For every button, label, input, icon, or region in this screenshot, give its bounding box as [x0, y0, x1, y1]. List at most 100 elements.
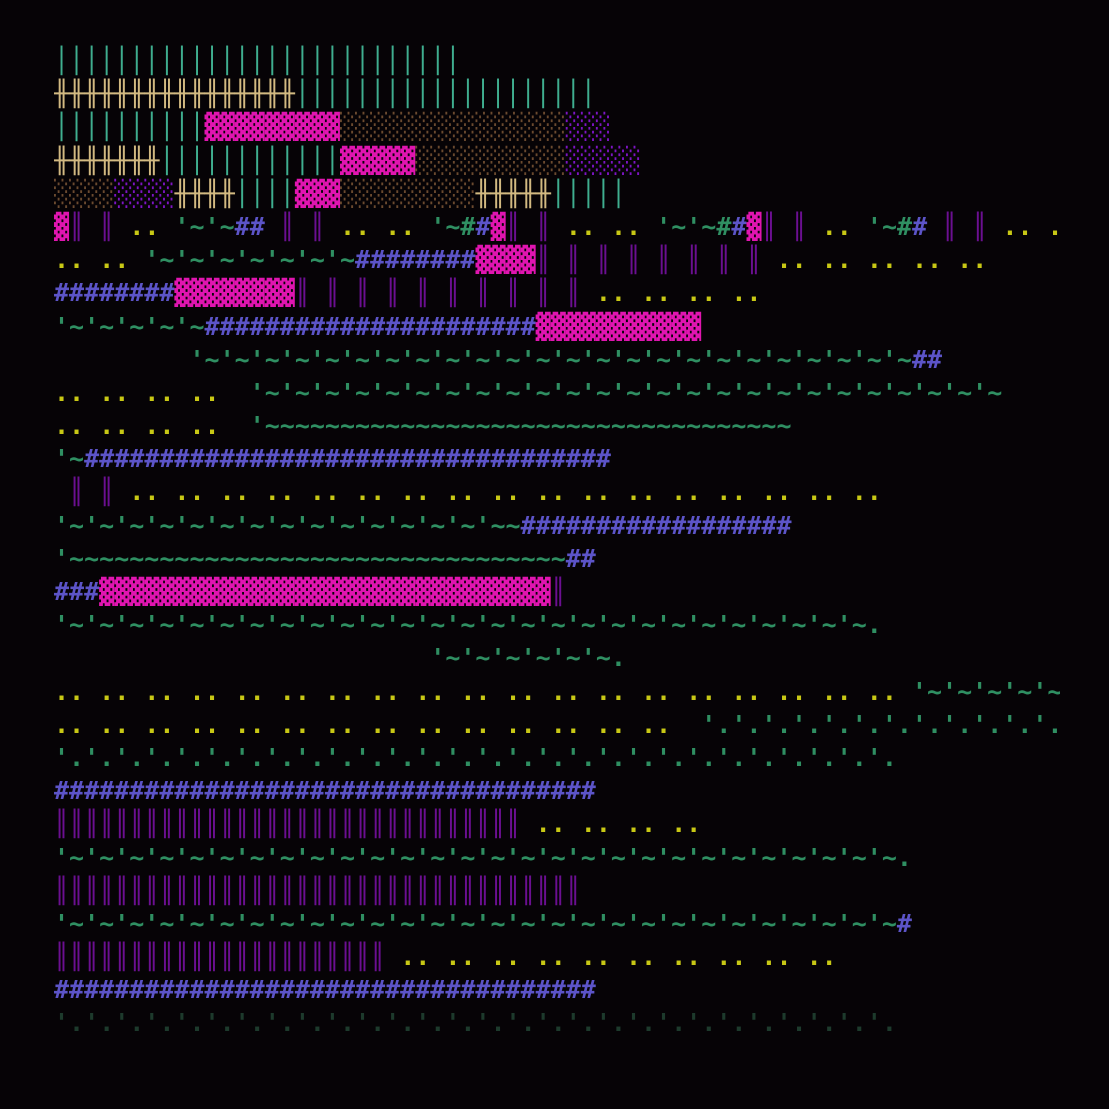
- art-run: ##: [234, 211, 265, 241]
- art-run: ╫╫╫╫: [174, 178, 235, 208]
- art-run: '~'~'~'~'~'~.: [54, 643, 626, 673]
- art-row: '~'~'~'~'~'~.: [54, 641, 1060, 674]
- art-run: #: [731, 211, 747, 241]
- art-run: ║ ║ ║ ║ ║ ║ ║ ║ ║ ║: [294, 278, 581, 308]
- art-run: '~~~~~~~~~~~~~~~~~~~~~~~~~~~~~~~~~: [54, 543, 566, 573]
- art-run: '~'~'~'~'~'~'~'~'~'~'~'~'~'~'~'~'~'~'~'~…: [54, 344, 912, 374]
- art-run: ########: [355, 245, 476, 275]
- art-row: ▓║ ║ .. '~'~## ║ ║ .. .. '~##▓║ ║ .. .. …: [54, 210, 1060, 243]
- art-run: ###################################: [84, 444, 611, 474]
- art-run: '.'.'.'.'.'.'.'.'.'.'.'.: [671, 709, 1060, 739]
- art-row: '~'~'~'~'~'~'~'~'~'~'~'~'~'~'~'~'~'~'~'~…: [54, 343, 1060, 376]
- art-run: '~'~#: [641, 211, 732, 241]
- art-run: .. .. .. ..: [580, 278, 762, 308]
- art-run: ║: [550, 577, 566, 606]
- art-run: ▓: [746, 211, 762, 241]
- art-row: .. .. .. .. '~~~~~~~~~~~~~~~~~~~~~~~~~~~…: [54, 409, 1060, 442]
- art-run: ▓▓▓▓▓▓▓▓▓▓▓▓▓▓▓▓▓▓▓▓▓▓▓▓▓▓▓▓▓▓: [99, 577, 551, 606]
- art-run: '~'~'~'~'~'~'~'~'~'~'~'~'~'~'~'~'~'~'~'~…: [54, 842, 912, 872]
- art-run: ..: [114, 211, 160, 241]
- art-run: .. ..: [1002, 211, 1060, 241]
- art-run: ░░░░░░░░░░░░░░░: [339, 112, 566, 142]
- art-run: ║ ║: [761, 211, 807, 241]
- art-row: ####################################: [54, 774, 1060, 807]
- art-row: '~'~'~'~'~######################▓▓▓▓▓▓▓▓…: [54, 310, 1060, 343]
- art-row: '~'~'~'~'~'~'~'~'~'~'~'~'~'~'~'~'~'~'~'~…: [54, 608, 1060, 641]
- art-run: ▓▓▓: [294, 178, 341, 208]
- art-run: ##: [565, 543, 596, 573]
- art-run: .. .. .. .. .. .. .. .. .. .. .. .. .. .…: [54, 709, 672, 739]
- art-run: .. .. .. .. ..: [761, 245, 988, 275]
- art-run: ########: [54, 278, 175, 308]
- art-row: ║║║║║║║║║║║║║║║║║║║║║║ .. .. .. .. .. ..…: [54, 940, 1060, 973]
- art-run: ║║║║║║║║║║║║║║║║║║║║║║║║║║║║║║║: [54, 809, 521, 839]
- art-run: '~'~'~'~'~'~'~: [129, 245, 356, 275]
- art-run: '~'~'~'~'~'~'~'~'~'~'~'~'~'~'~~: [54, 510, 521, 540]
- art-row: '~'~'~'~'~'~'~'~'~'~'~'~'~'~'~'~'~'~'~'~…: [54, 907, 1060, 940]
- art-run: ▓: [490, 211, 506, 241]
- art-run: '~'~'~'~'~'~'~'~'~'~'~'~'~'~'~'~'~'~'~'~…: [54, 610, 882, 640]
- art-run: '.'.'.'.'.'.'.'.'.'.'.'.'.'.'.'.'.'.'.'.…: [54, 742, 897, 772]
- art-run: '~#: [851, 211, 913, 241]
- art-run: ││││││││││││: [159, 145, 340, 175]
- art-run: ######################: [204, 311, 536, 341]
- art-run: .. .. .. .. .. .. .. .. .. ..: [385, 942, 837, 972]
- art-run: ##: [911, 344, 943, 374]
- art-row: ║║║║║║║║║║║║║║║║║║║║║║║║║║║║║║║║║║║: [54, 874, 1060, 907]
- art-run: ╫╫╫╫╫╫╫: [54, 145, 160, 175]
- art-run: .. ..: [550, 211, 642, 241]
- art-row: ╫╫╫╫╫╫╫││││││││││││▓▓▓▓▓░░░░░░░░░░░░░░░: [54, 144, 1060, 177]
- art-row: ││││││││││▓▓▓▓▓▓▓▓▓░░░░░░░░░░░░░░░░░░: [54, 110, 1060, 143]
- art-run: '~'~'~'~'~'~'~'~'~'~'~'~'~'~'~'~'~'~'~'~…: [54, 908, 897, 938]
- art-run: '~'~'~'~'~: [54, 311, 205, 341]
- art-row: ░░░░░░░░╫╫╫╫││││▓▓▓░░░░░░░░░╫╫╫╫╫│││││: [54, 177, 1060, 210]
- art-row: ###▓▓▓▓▓▓▓▓▓▓▓▓▓▓▓▓▓▓▓▓▓▓▓▓▓▓▓▓▓▓║: [54, 575, 1060, 608]
- art-row: .. .. .. .. .. .. .. .. .. .. .. .. .. .…: [54, 708, 1060, 741]
- art-run: ####################################: [54, 975, 596, 1005]
- art-row: '~###################################: [54, 442, 1060, 475]
- art-run: ▓: [54, 211, 70, 241]
- art-run: ▓▓▓▓▓▓▓▓▓▓▓: [535, 311, 702, 341]
- art-run: │││││││││││││││││││││││││││: [54, 46, 461, 75]
- art-run: ││││││││││: [54, 112, 205, 142]
- art-run: #: [912, 211, 928, 241]
- art-run: ░░░░░░░░░: [340, 178, 476, 208]
- art-run: '~#: [415, 211, 476, 241]
- art-run: ▓▓▓▓▓: [339, 145, 416, 175]
- art-row: '.'.'.'.'.'.'.'.'.'.'.'.'.'.'.'.'.'.'.'.…: [54, 1006, 1060, 1039]
- art-run: '~'~: [159, 211, 235, 241]
- art-run: ░░░░░: [565, 145, 642, 175]
- art-run: ▓▓▓▓▓▓▓▓▓: [204, 112, 340, 142]
- art-row: .. .. '~'~'~'~'~'~'~########▓▓▓▓║ ║ ║ ║ …: [54, 243, 1060, 276]
- art-run: #: [475, 211, 491, 241]
- art-row: '.'.'.'.'.'.'.'.'.'.'.'.'.'.'.'.'.'.'.'.…: [54, 741, 1060, 774]
- art-run: .. .. .. ..: [54, 377, 220, 407]
- art-row: '~'~'~'~'~'~'~'~'~'~'~'~'~'~'~~#########…: [54, 509, 1060, 542]
- art-run: ║║║║║║║║║║║║║║║║║║║║║║║║║║║║║║║║║║║: [54, 875, 581, 905]
- ascii-art-grid: │││││││││││││││││││││││││││ ╫╫╫╫╫╫╫╫╫╫╫╫╫…: [54, 44, 1060, 1074]
- art-run: ║ ║: [69, 211, 115, 241]
- art-run: ░░░░: [114, 178, 175, 208]
- art-run: │││││: [550, 178, 627, 208]
- art-run: ####################################: [54, 776, 596, 806]
- art-run: ║ ║: [505, 211, 551, 241]
- art-row: ║║║║║║║║║║║║║║║║║║║║║║║║║║║║║║║ .. .. ..…: [54, 807, 1060, 840]
- art-run: '~~~~~~~~~~~~~~~~~~~~~~~~~~~~~~~~~~~: [219, 411, 792, 441]
- art-run: .. .. .. ..: [54, 411, 220, 441]
- art-run: ▓▓▓▓▓▓▓▓: [174, 278, 295, 308]
- art-row: .. .. .. .. '~'~'~'~'~'~'~'~'~'~'~'~'~'~…: [54, 376, 1060, 409]
- art-run: '.'.'.'.'.'.'.'.'.'.'.'.'.'.'.'.'.'.'.'.…: [54, 1008, 897, 1038]
- art-row: .. .. .. .. .. .. .. .. .. .. .. .. .. .…: [54, 675, 1060, 708]
- art-run: ▓▓▓▓: [475, 245, 536, 275]
- art-run: ##################: [520, 510, 792, 540]
- art-run: ║ ║: [54, 477, 115, 507]
- art-run: '~'~'~'~'~'~.: [911, 676, 1060, 706]
- art-row: ╫╫╫╫╫╫╫╫╫╫╫╫╫╫╫╫││││││││││││││││││││: [54, 77, 1060, 110]
- art-run: ░░░░░░░░░░: [415, 145, 566, 175]
- art-run: .. .. .. .. .. .. .. .. .. .. .. .. .. .…: [54, 676, 897, 706]
- art-run: ░░░░: [54, 178, 115, 208]
- art-row: ########▓▓▓▓▓▓▓▓║ ║ ║ ║ ║ ║ ║ ║ ║ ║ .. .…: [54, 276, 1060, 309]
- art-run: ╫╫╫╫╫╫╫╫╫╫╫╫╫╫╫╫: [54, 79, 295, 109]
- art-run: ║║║║║║║║║║║║║║║║║║║║║║: [54, 942, 386, 972]
- art-run: ││││││││││││││││││││: [294, 79, 596, 109]
